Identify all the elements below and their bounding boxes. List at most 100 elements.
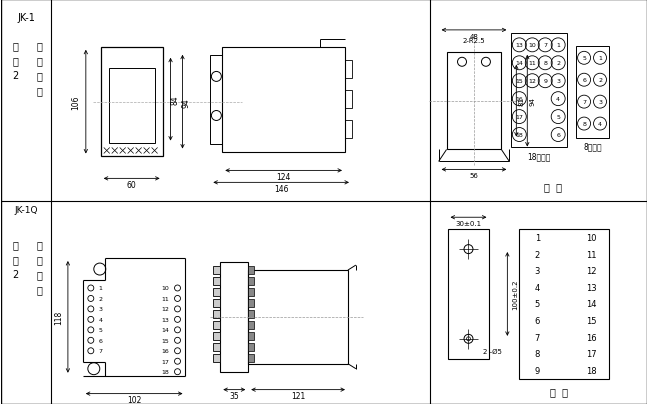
- Text: 10: 10: [162, 286, 170, 291]
- Text: 13: 13: [515, 43, 523, 48]
- Text: 3: 3: [598, 100, 602, 105]
- Text: 6: 6: [98, 338, 102, 343]
- Text: 94: 94: [182, 98, 191, 107]
- Text: 14: 14: [161, 328, 170, 333]
- Bar: [213, 288, 220, 296]
- Text: 121: 121: [291, 391, 305, 400]
- Text: 8: 8: [582, 122, 586, 127]
- Text: 2: 2: [12, 70, 18, 81]
- Text: 5: 5: [98, 328, 102, 333]
- Text: 板: 板: [36, 239, 42, 249]
- Text: 5: 5: [556, 115, 560, 120]
- Text: 17: 17: [586, 350, 596, 358]
- Bar: [345, 61, 352, 79]
- Text: 10: 10: [586, 233, 596, 243]
- Text: 16: 16: [515, 97, 523, 102]
- Text: 正  視: 正 視: [550, 387, 568, 396]
- Text: 118: 118: [54, 310, 64, 324]
- Text: 線: 線: [36, 85, 42, 96]
- Bar: [345, 120, 352, 138]
- Text: 35: 35: [229, 391, 239, 400]
- Text: 94: 94: [529, 97, 535, 106]
- Bar: [248, 310, 254, 318]
- Text: 板: 板: [36, 41, 42, 51]
- Text: 15: 15: [586, 316, 596, 325]
- Text: 6: 6: [582, 78, 586, 83]
- Text: 接: 接: [36, 70, 42, 81]
- Bar: [446, 53, 502, 150]
- Text: 10: 10: [528, 43, 536, 48]
- Bar: [222, 48, 345, 153]
- Text: 11: 11: [162, 296, 170, 301]
- Bar: [345, 90, 352, 109]
- Bar: [213, 277, 220, 285]
- Text: 14: 14: [515, 61, 523, 66]
- Text: 7: 7: [98, 348, 103, 354]
- Text: 4: 4: [98, 317, 103, 322]
- Text: 16: 16: [162, 348, 170, 354]
- Bar: [511, 34, 567, 148]
- Text: 2: 2: [535, 250, 540, 259]
- Text: 100±0.2: 100±0.2: [513, 279, 518, 309]
- Text: 11: 11: [586, 250, 596, 259]
- Bar: [213, 266, 220, 274]
- Text: 146: 146: [274, 184, 288, 193]
- Text: 5: 5: [535, 300, 540, 309]
- Text: 56: 56: [470, 173, 478, 179]
- Text: 60: 60: [127, 180, 137, 190]
- Text: 84: 84: [170, 95, 179, 105]
- Bar: [213, 343, 220, 351]
- Text: 圖: 圖: [12, 254, 18, 264]
- Bar: [248, 321, 254, 329]
- Text: 2: 2: [598, 78, 602, 83]
- Text: 30±0.1: 30±0.1: [456, 221, 481, 227]
- Text: 13: 13: [586, 283, 596, 292]
- Text: 12: 12: [161, 307, 170, 311]
- Text: 7: 7: [582, 100, 586, 105]
- Text: 線: 線: [36, 284, 42, 294]
- Text: 附: 附: [12, 239, 18, 249]
- Bar: [101, 48, 163, 157]
- Text: 4: 4: [556, 97, 560, 102]
- Text: 18点端子: 18点端子: [527, 151, 551, 160]
- Bar: [248, 332, 254, 340]
- Text: 8: 8: [543, 61, 547, 66]
- Text: 11: 11: [528, 61, 536, 66]
- Text: 17: 17: [515, 115, 523, 120]
- Text: 102: 102: [127, 395, 141, 404]
- Bar: [213, 354, 220, 362]
- Bar: [248, 288, 254, 296]
- Text: 15: 15: [515, 79, 523, 84]
- Text: 5: 5: [582, 56, 586, 61]
- Text: 6: 6: [556, 133, 560, 138]
- Text: 48: 48: [470, 34, 478, 40]
- Text: 2: 2: [556, 61, 560, 66]
- Bar: [213, 310, 220, 318]
- Text: 2-R2.5: 2-R2.5: [463, 38, 485, 44]
- Bar: [109, 68, 155, 144]
- Bar: [248, 271, 348, 364]
- Text: 圖: 圖: [12, 55, 18, 66]
- Text: 7: 7: [543, 43, 547, 48]
- Bar: [211, 55, 222, 145]
- Text: 前: 前: [36, 254, 42, 264]
- Text: 81: 81: [518, 97, 524, 106]
- Text: 12: 12: [528, 79, 536, 84]
- Text: 1: 1: [98, 286, 102, 291]
- Text: 附: 附: [12, 41, 18, 51]
- Text: 8: 8: [535, 350, 540, 358]
- Text: 3: 3: [556, 79, 560, 84]
- Text: 16: 16: [586, 333, 596, 342]
- Text: 18: 18: [162, 369, 170, 374]
- Text: 4: 4: [535, 283, 540, 292]
- Text: 3: 3: [98, 307, 103, 311]
- Text: 15: 15: [162, 338, 170, 343]
- Text: 124: 124: [277, 173, 291, 181]
- Text: 背  視: 背 視: [544, 182, 562, 192]
- Bar: [248, 266, 254, 274]
- Bar: [248, 299, 254, 307]
- Text: 2: 2: [12, 269, 18, 279]
- Bar: [248, 354, 254, 362]
- Text: 後: 後: [36, 55, 42, 66]
- Text: 106: 106: [71, 95, 80, 110]
